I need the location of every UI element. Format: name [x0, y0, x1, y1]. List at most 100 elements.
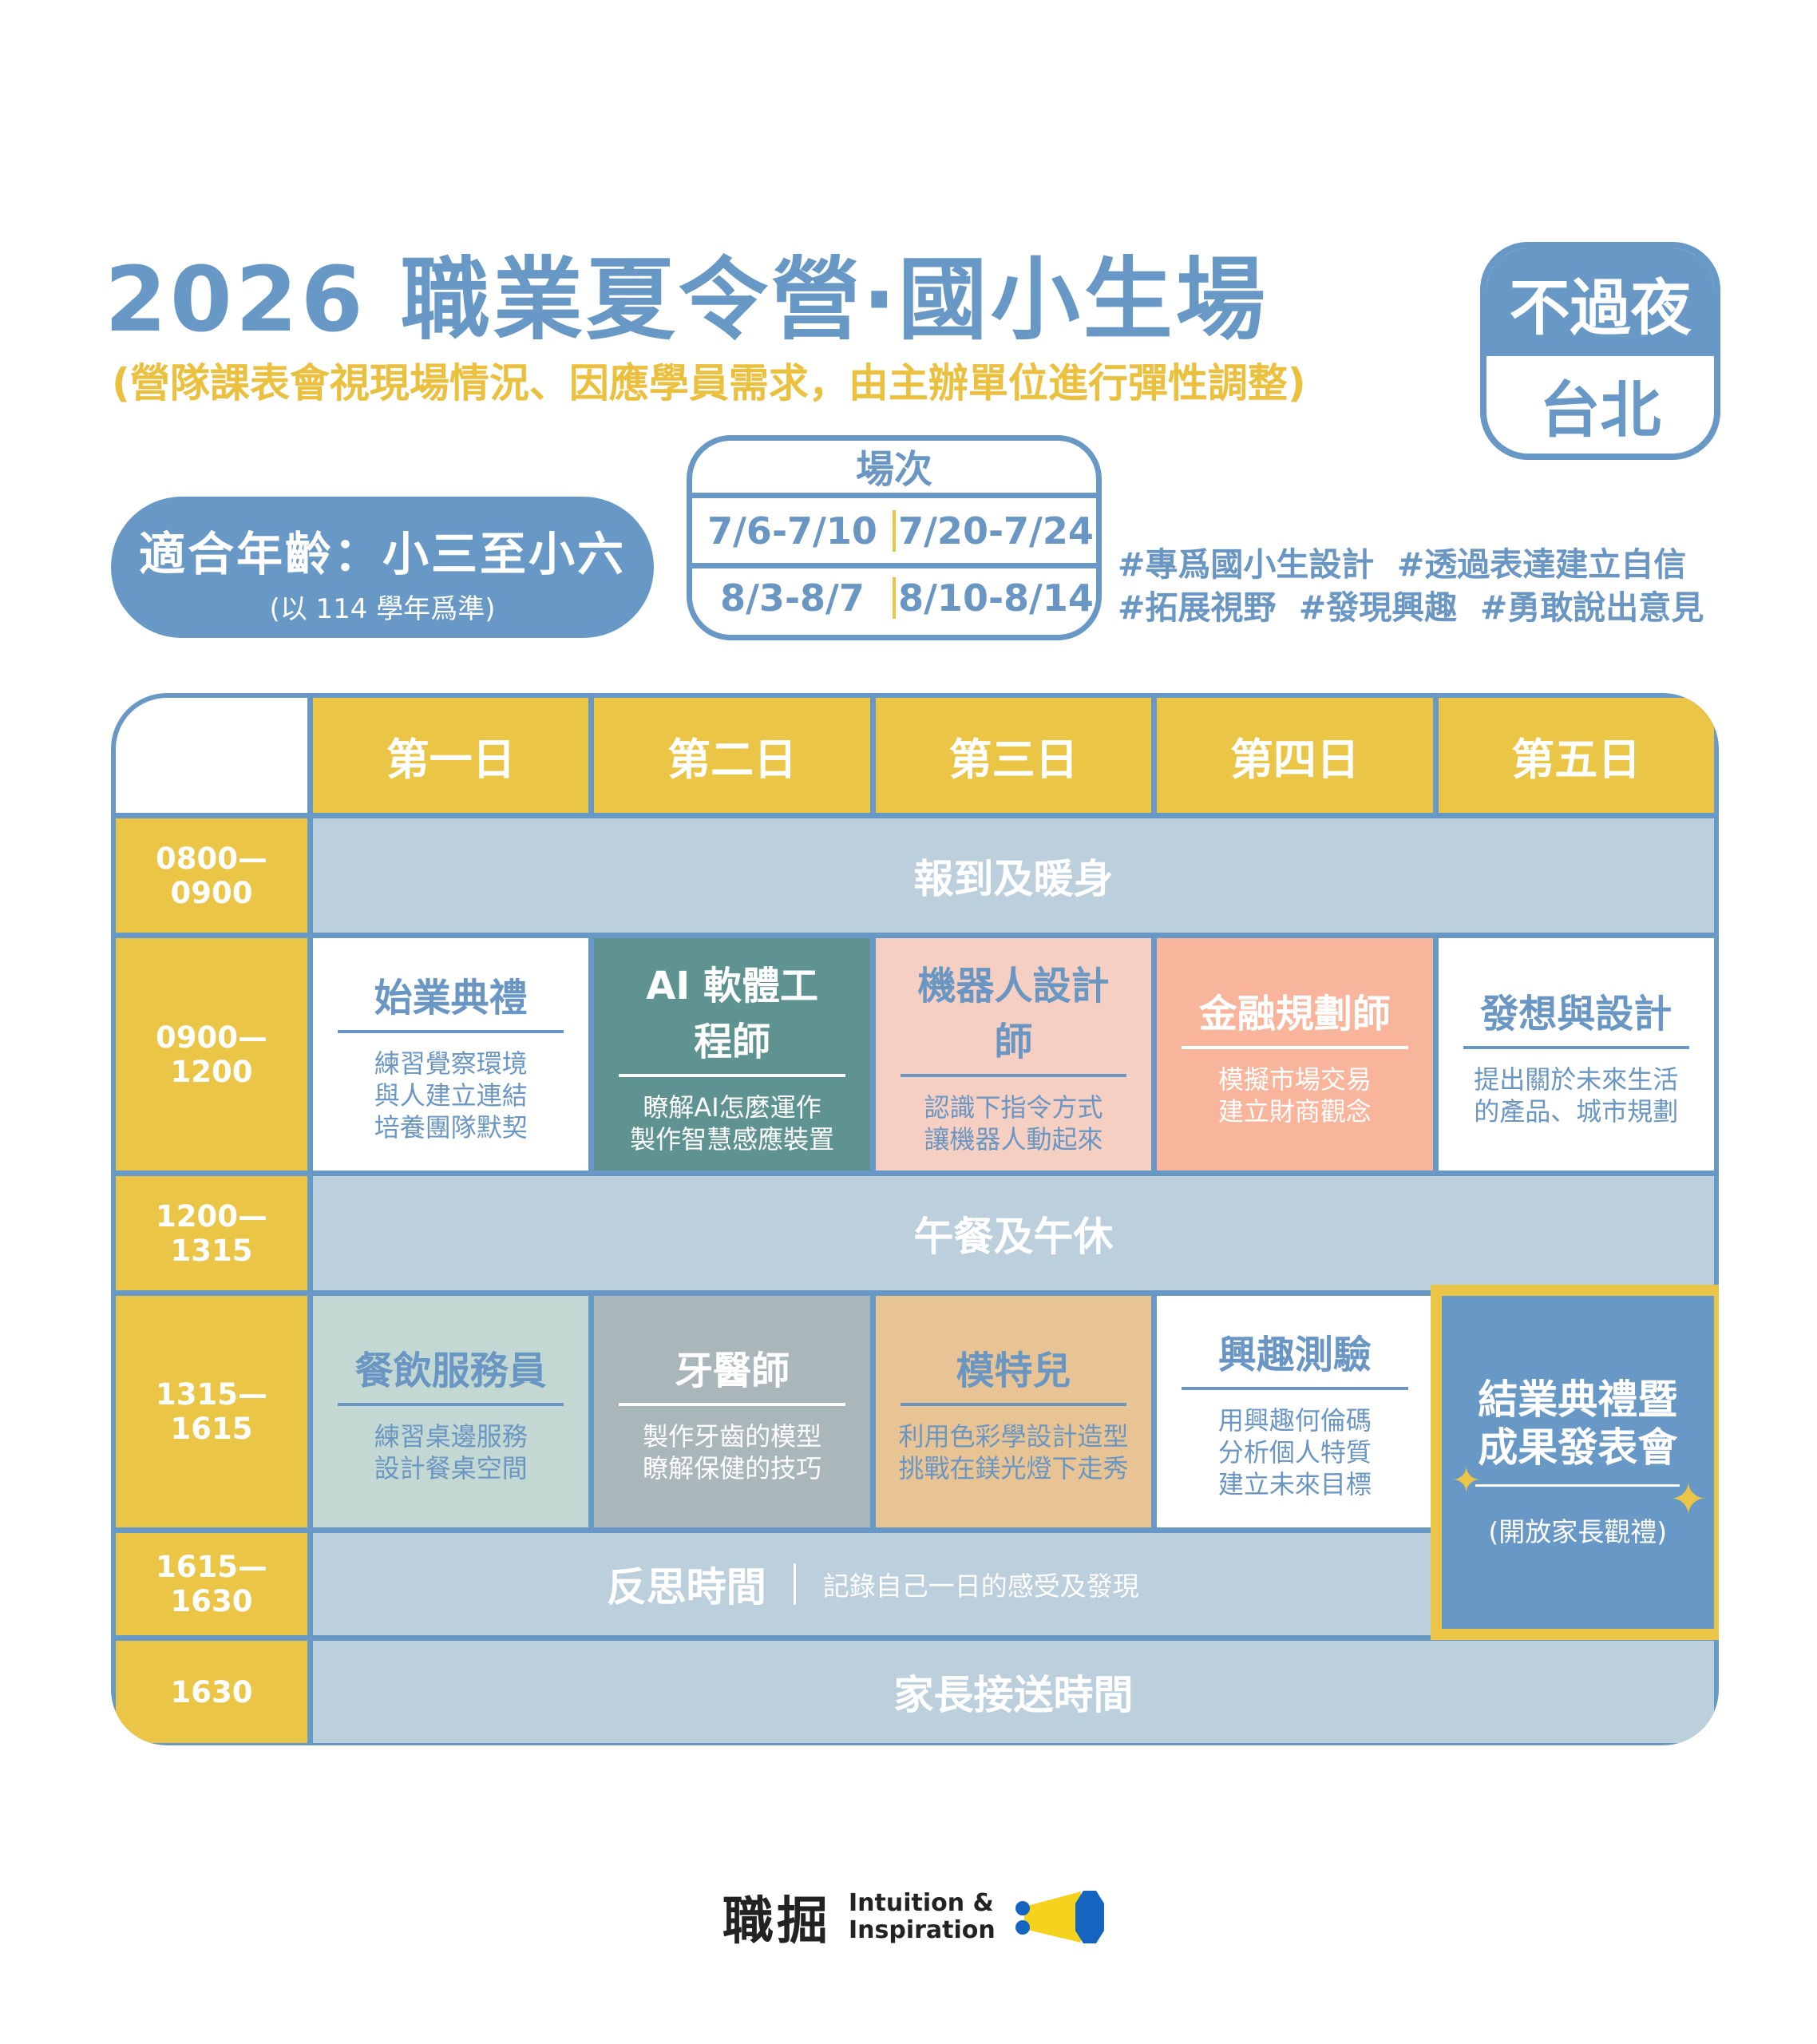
sparkle-icon: ✦ [1669, 1474, 1708, 1526]
activity-title: 發想與設計 [1463, 982, 1689, 1049]
session-date: 7/20-7/24 [898, 509, 1094, 553]
age-note: (以 114 學年爲準) [269, 593, 496, 625]
activity-desc-line: 模擬市場交易 [1217, 1064, 1372, 1095]
activity-desc: 利用色彩學設計造型 挑戰在鎂光燈下走秀 [898, 1420, 1128, 1484]
reflection-row: 反思時間 記錄自己一日的感受及發現 [313, 1533, 1433, 1635]
activity-title: AI 軟體工程師 [619, 954, 845, 1077]
activity-desc: 認識下指令方式 讓機器人動起來 [924, 1091, 1102, 1155]
checkin-row: 報到及暖身 [313, 818, 1714, 933]
activity-title: 始業典禮 [338, 966, 564, 1033]
day-header: 第二日 [594, 698, 870, 813]
session-date: 8/10-8/14 [898, 576, 1094, 620]
activity-title: 牙醫師 [619, 1339, 845, 1406]
hashtags: #專爲國小生設計 #透過表達建立自信 #拓展視野 #發現興趣 #勇敢說出意見 [1118, 543, 1704, 629]
activity-desc-line: 製作智慧感應裝置 [630, 1123, 835, 1155]
sessions-box: 場次 7/6-7/10 7/20-7/24 8/3-8/7 8/10-8/14 [687, 435, 1102, 640]
logo-line: Inspiration [849, 1916, 996, 1944]
activity-cell: 機器人設計師認識下指令方式 讓機器人動起來 [875, 938, 1152, 1171]
sessions-title: 場次 [692, 441, 1096, 498]
activity-desc-line: 製作牙齒的模型 [643, 1421, 822, 1452]
city-label: 台北 [1539, 374, 1661, 446]
logo-text-en: Intuition & Inspiration [849, 1890, 996, 1944]
location-badge: 不過夜 台北 [1480, 242, 1720, 460]
activity-desc: 練習覺察環境 與人建立連結 培養團隊默契 [374, 1048, 528, 1143]
activity-cell: 餐飲服務員練習桌邊服務 設計餐桌空間 [313, 1296, 589, 1527]
activity-desc-line: 與人建立連結 [374, 1079, 528, 1111]
activity-desc-line: 瞭解保健的技巧 [643, 1453, 822, 1483]
activity-cell: 始業典禮練習覺察環境 與人建立連結 培養團隊默契 [313, 938, 589, 1171]
brand-logo: 職掘 Intuition & Inspiration [722, 1880, 1109, 1954]
closing-title: 結業典禮暨 成果發表會 [1478, 1376, 1677, 1472]
day-header: 第五日 [1438, 698, 1714, 813]
session-date: 7/6-7/10 [707, 509, 877, 553]
pickup-row: 家長接送時間 [313, 1641, 1714, 1743]
lunch-row: 午餐及午休 [313, 1176, 1714, 1290]
activity-title: 機器人設計師 [900, 954, 1127, 1077]
page-subtitle: (營隊課表會視現場情況、因應學員需求，由主辦單位進行彈性調整) [112, 360, 1306, 406]
activity-desc-line: 讓機器人動起來 [924, 1123, 1103, 1155]
hashtag: #透過表達建立自信 [1396, 545, 1687, 584]
activity-desc-line: 練習桌邊服務 [374, 1421, 528, 1452]
activity-cell: 發想與設計提出關於未來生活 的產品、城市規劃 [1438, 938, 1714, 1171]
reflection-title: 反思時間 [606, 1564, 766, 1610]
age-pill: 適合年齡：小三至小六 (以 114 學年爲準) [111, 497, 654, 638]
activity-cell: AI 軟體工程師瞭解AI怎麼運作 製作智慧感應裝置 [594, 938, 870, 1171]
logo-mark-icon [1015, 1891, 1104, 1943]
schedule-table: 第一日 第二日 第三日 第四日 第五日 0800—0900 報到及暖身 0900… [111, 693, 1719, 1745]
time-slot: 1315—1615 [116, 1296, 307, 1527]
table-corner [116, 698, 307, 813]
time-slot: 1630 [116, 1641, 307, 1743]
divider [793, 1563, 796, 1605]
activity-desc: 提出關於未來生活 的產品、城市規劃 [1474, 1064, 1678, 1127]
activity-desc: 練習桌邊服務 設計餐桌空間 [374, 1420, 528, 1484]
time-slot: 1615—1630 [116, 1533, 307, 1635]
divider [893, 577, 896, 619]
divider [893, 509, 896, 552]
hashtag: #拓展視野 [1118, 588, 1277, 627]
activity-desc: 用興趣何倫碼 分析個人特質 建立未來目標 [1218, 1404, 1372, 1500]
activity-title: 餐飲服務員 [338, 1339, 564, 1406]
activity-desc-line: 建立未來目標 [1217, 1469, 1372, 1499]
time-slot: 1200—1315 [116, 1176, 307, 1290]
activity-desc-line: 設計餐桌空間 [374, 1453, 528, 1483]
logo-line: Intuition & [849, 1889, 994, 1917]
hashtag: #勇敢說出意見 [1479, 588, 1704, 627]
activity-cell: 模特兒 利用色彩學設計造型 挑戰在鎂光燈下走秀 [875, 1296, 1152, 1527]
activity-desc: 製作牙齒的模型 瞭解保健的技巧 [643, 1420, 821, 1484]
reflection-desc: 記錄自己一日的感受及發現 [822, 1571, 1139, 1602]
logo-text-zh: 職掘 [722, 1892, 831, 1951]
activity-desc-line: 培養團隊默契 [374, 1111, 528, 1143]
activity-desc-line: 建立財商觀念 [1217, 1095, 1372, 1127]
day-header: 第四日 [1157, 698, 1433, 813]
activity-title: 興趣測驗 [1182, 1323, 1408, 1390]
activity-desc-line: 挑戰在鎂光燈下走秀 [898, 1453, 1129, 1483]
closing-title-line: 結業典禮暨 [1478, 1377, 1678, 1423]
session-date: 8/3-8/7 [720, 576, 865, 620]
activity-desc: 瞭解AI怎麼運作 製作智慧感應裝置 [630, 1091, 834, 1155]
time-slot: 0900—1200 [116, 938, 307, 1171]
hashtag: #發現興趣 [1298, 588, 1458, 627]
day-header: 第一日 [313, 698, 589, 813]
activity-title: 金融規劃師 [1182, 982, 1408, 1049]
activity-cell: 興趣測驗用興趣何倫碼 分析個人特質 建立未來目標 [1157, 1296, 1433, 1527]
closing-note: (開放家長觀禮) [1488, 1516, 1668, 1547]
overnight-label: 不過夜 [1486, 248, 1714, 356]
activity-desc-line: 練習覺察環境 [374, 1048, 528, 1079]
sparkle-icon: ✦ [1451, 1460, 1482, 1501]
divider: ✦ ✦ [1451, 1464, 1707, 1523]
activity-cell: 金融規劃師模擬市場交易 建立財商觀念 [1157, 938, 1433, 1171]
page-title: 2026 職業夏令營‧國小生場 [105, 248, 1269, 352]
closing-ceremony-cell: 結業典禮暨 成果發表會 ✦ ✦ (開放家長觀禮) [1430, 1285, 1719, 1640]
activity-desc: 模擬市場交易 建立財商觀念 [1218, 1064, 1372, 1127]
activity-desc-line: 認識下指令方式 [924, 1091, 1103, 1123]
activity-desc-line: 提出關於未來生活 [1474, 1064, 1679, 1095]
activity-desc-line: 用興趣何倫碼 [1217, 1405, 1372, 1436]
hashtag: #專爲國小生設計 [1118, 545, 1375, 584]
activity-cell: 牙醫師製作牙齒的模型 瞭解保健的技巧 [594, 1296, 870, 1527]
time-slot: 0800—0900 [116, 818, 307, 933]
day-header: 第三日 [875, 698, 1152, 813]
age-label: 適合年齡：小三至小六 [138, 527, 626, 581]
activity-desc-line: 分析個人特質 [1217, 1437, 1372, 1468]
activity-desc-line: 的產品、城市規劃 [1474, 1095, 1679, 1127]
closing-title-line: 成果發表會 [1478, 1424, 1678, 1471]
